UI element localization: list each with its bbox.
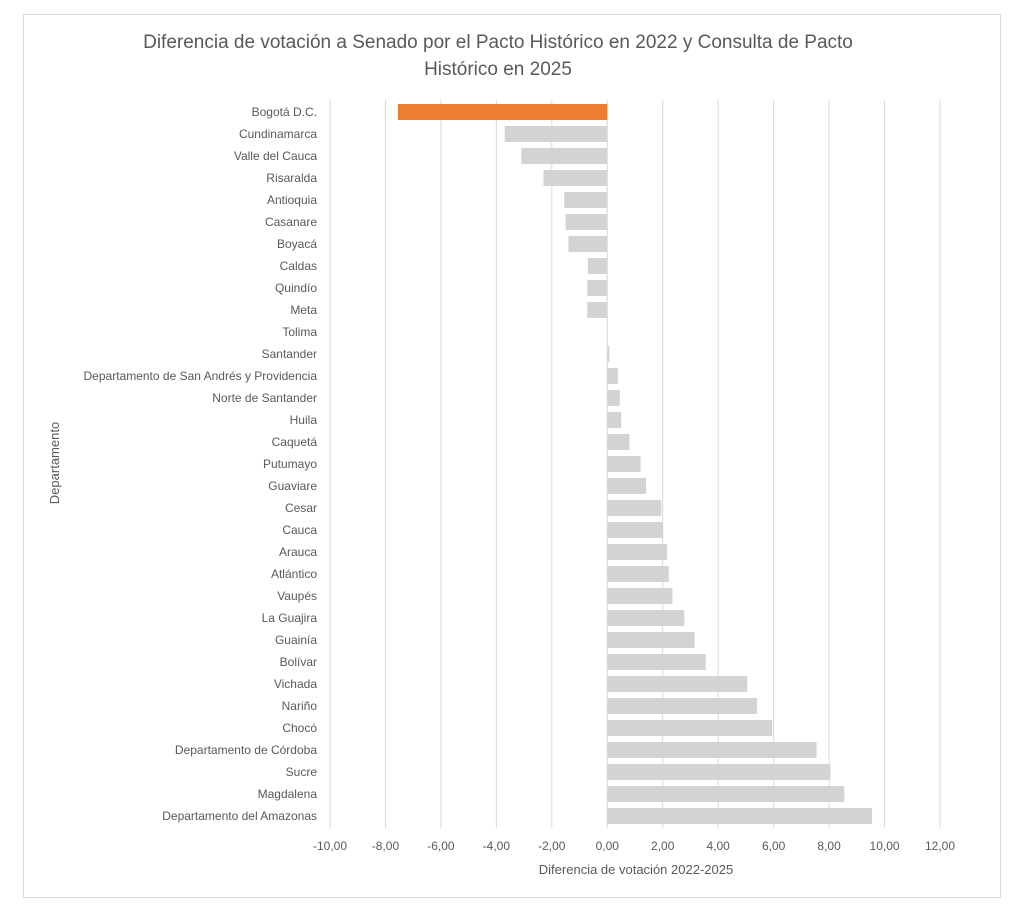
bar (607, 500, 662, 516)
chart-title-line-1: Diferencia de votación a Senado por el P… (143, 32, 853, 53)
bar (607, 676, 748, 692)
category-label: Guainía (275, 633, 317, 647)
category-label: Norte de Santander (212, 391, 317, 405)
category-label: Guaviare (268, 479, 317, 493)
bar (607, 764, 831, 780)
category-label: Sucre (286, 765, 318, 779)
category-label: Boyacá (277, 237, 317, 251)
category-label: Quindío (275, 281, 317, 295)
category-label: Cesar (285, 501, 317, 515)
category-label: Chocó (282, 721, 317, 735)
category-label: Bolívar (280, 655, 317, 669)
bar (587, 258, 608, 274)
x-tick-label: -2,00 (538, 839, 566, 853)
x-tick-label: 8,00 (817, 839, 841, 853)
category-label: Departamento de Córdoba (175, 743, 317, 757)
bar (607, 742, 817, 758)
x-tick-label: 4,00 (707, 839, 731, 853)
bar (607, 412, 622, 428)
bar (607, 632, 695, 648)
bar (607, 610, 685, 626)
category-label: Bogotá D.C. (252, 105, 317, 119)
x-tick-label: 0,00 (596, 839, 620, 853)
bar (565, 214, 608, 230)
bar (607, 698, 757, 714)
category-label: Caquetá (272, 435, 318, 449)
x-tick-labels: -10,00 -8,00 -6,00 -4,00 -2,00 0,00 2,00 4,00 6,… (313, 839, 955, 853)
category-label: Tolima (282, 325, 317, 339)
bar (607, 786, 845, 802)
bar (521, 148, 608, 164)
category-label: Nariño (282, 699, 318, 713)
chart-frame (23, 14, 1001, 898)
category-label: Vaupés (277, 589, 317, 603)
bar (607, 522, 663, 538)
bar (607, 346, 610, 362)
bar (607, 434, 630, 450)
category-label: Vichada (274, 677, 317, 691)
category-label: Departamento del Amazonas (162, 809, 317, 823)
bar (607, 808, 873, 824)
bar (564, 192, 608, 208)
category-label: Huila (290, 413, 318, 427)
bar (543, 170, 608, 186)
category-label: Antioquia (267, 193, 317, 207)
category-labels: Bogotá D.C. Cundinamarca Valle del Cauca Ri… (84, 105, 318, 823)
y-axis-title: Departamento (47, 422, 62, 504)
category-label: La Guajira (262, 611, 318, 625)
category-label: Valle del Cauca (234, 149, 317, 163)
category-label: Putumayo (263, 457, 317, 471)
x-tick-label: 6,00 (762, 839, 786, 853)
x-tick-label: -8,00 (372, 839, 400, 853)
x-tick-label: 2,00 (651, 839, 675, 853)
bar (607, 566, 669, 582)
category-label: Cundinamarca (239, 127, 317, 141)
bar (397, 104, 608, 120)
chart-title-line-2: Histórico en 2025 (424, 59, 572, 80)
bar (568, 236, 608, 252)
x-tick-label: -4,00 (483, 839, 511, 853)
category-label: Santander (262, 347, 317, 361)
category-label: Meta (290, 303, 317, 317)
bar (607, 544, 667, 560)
bar (587, 302, 608, 318)
x-tick-label: 12,00 (925, 839, 955, 853)
category-label: Magdalena (258, 787, 318, 801)
bar (607, 478, 647, 494)
bars (397, 104, 873, 824)
bar (607, 456, 641, 472)
category-label: Cauca (282, 523, 317, 537)
bar (607, 368, 618, 384)
bar (607, 654, 706, 670)
bar (587, 280, 608, 296)
category-label: Risaralda (266, 171, 317, 185)
x-tick-label: -10,00 (313, 839, 347, 853)
x-tick-label: 10,00 (870, 839, 900, 853)
category-label: Caldas (280, 259, 317, 273)
category-label: Atlántico (271, 567, 317, 581)
x-tick-label: -6,00 (427, 839, 455, 853)
bar (607, 588, 673, 604)
bar (607, 720, 773, 736)
x-axis-title: Diferencia de votación 2022-2025 (539, 862, 733, 877)
category-label: Casanare (265, 215, 317, 229)
category-label: Arauca (279, 545, 317, 559)
category-label: Departamento de San Andrés y Providencia (84, 369, 318, 383)
bar (504, 126, 608, 142)
bar (607, 390, 620, 406)
